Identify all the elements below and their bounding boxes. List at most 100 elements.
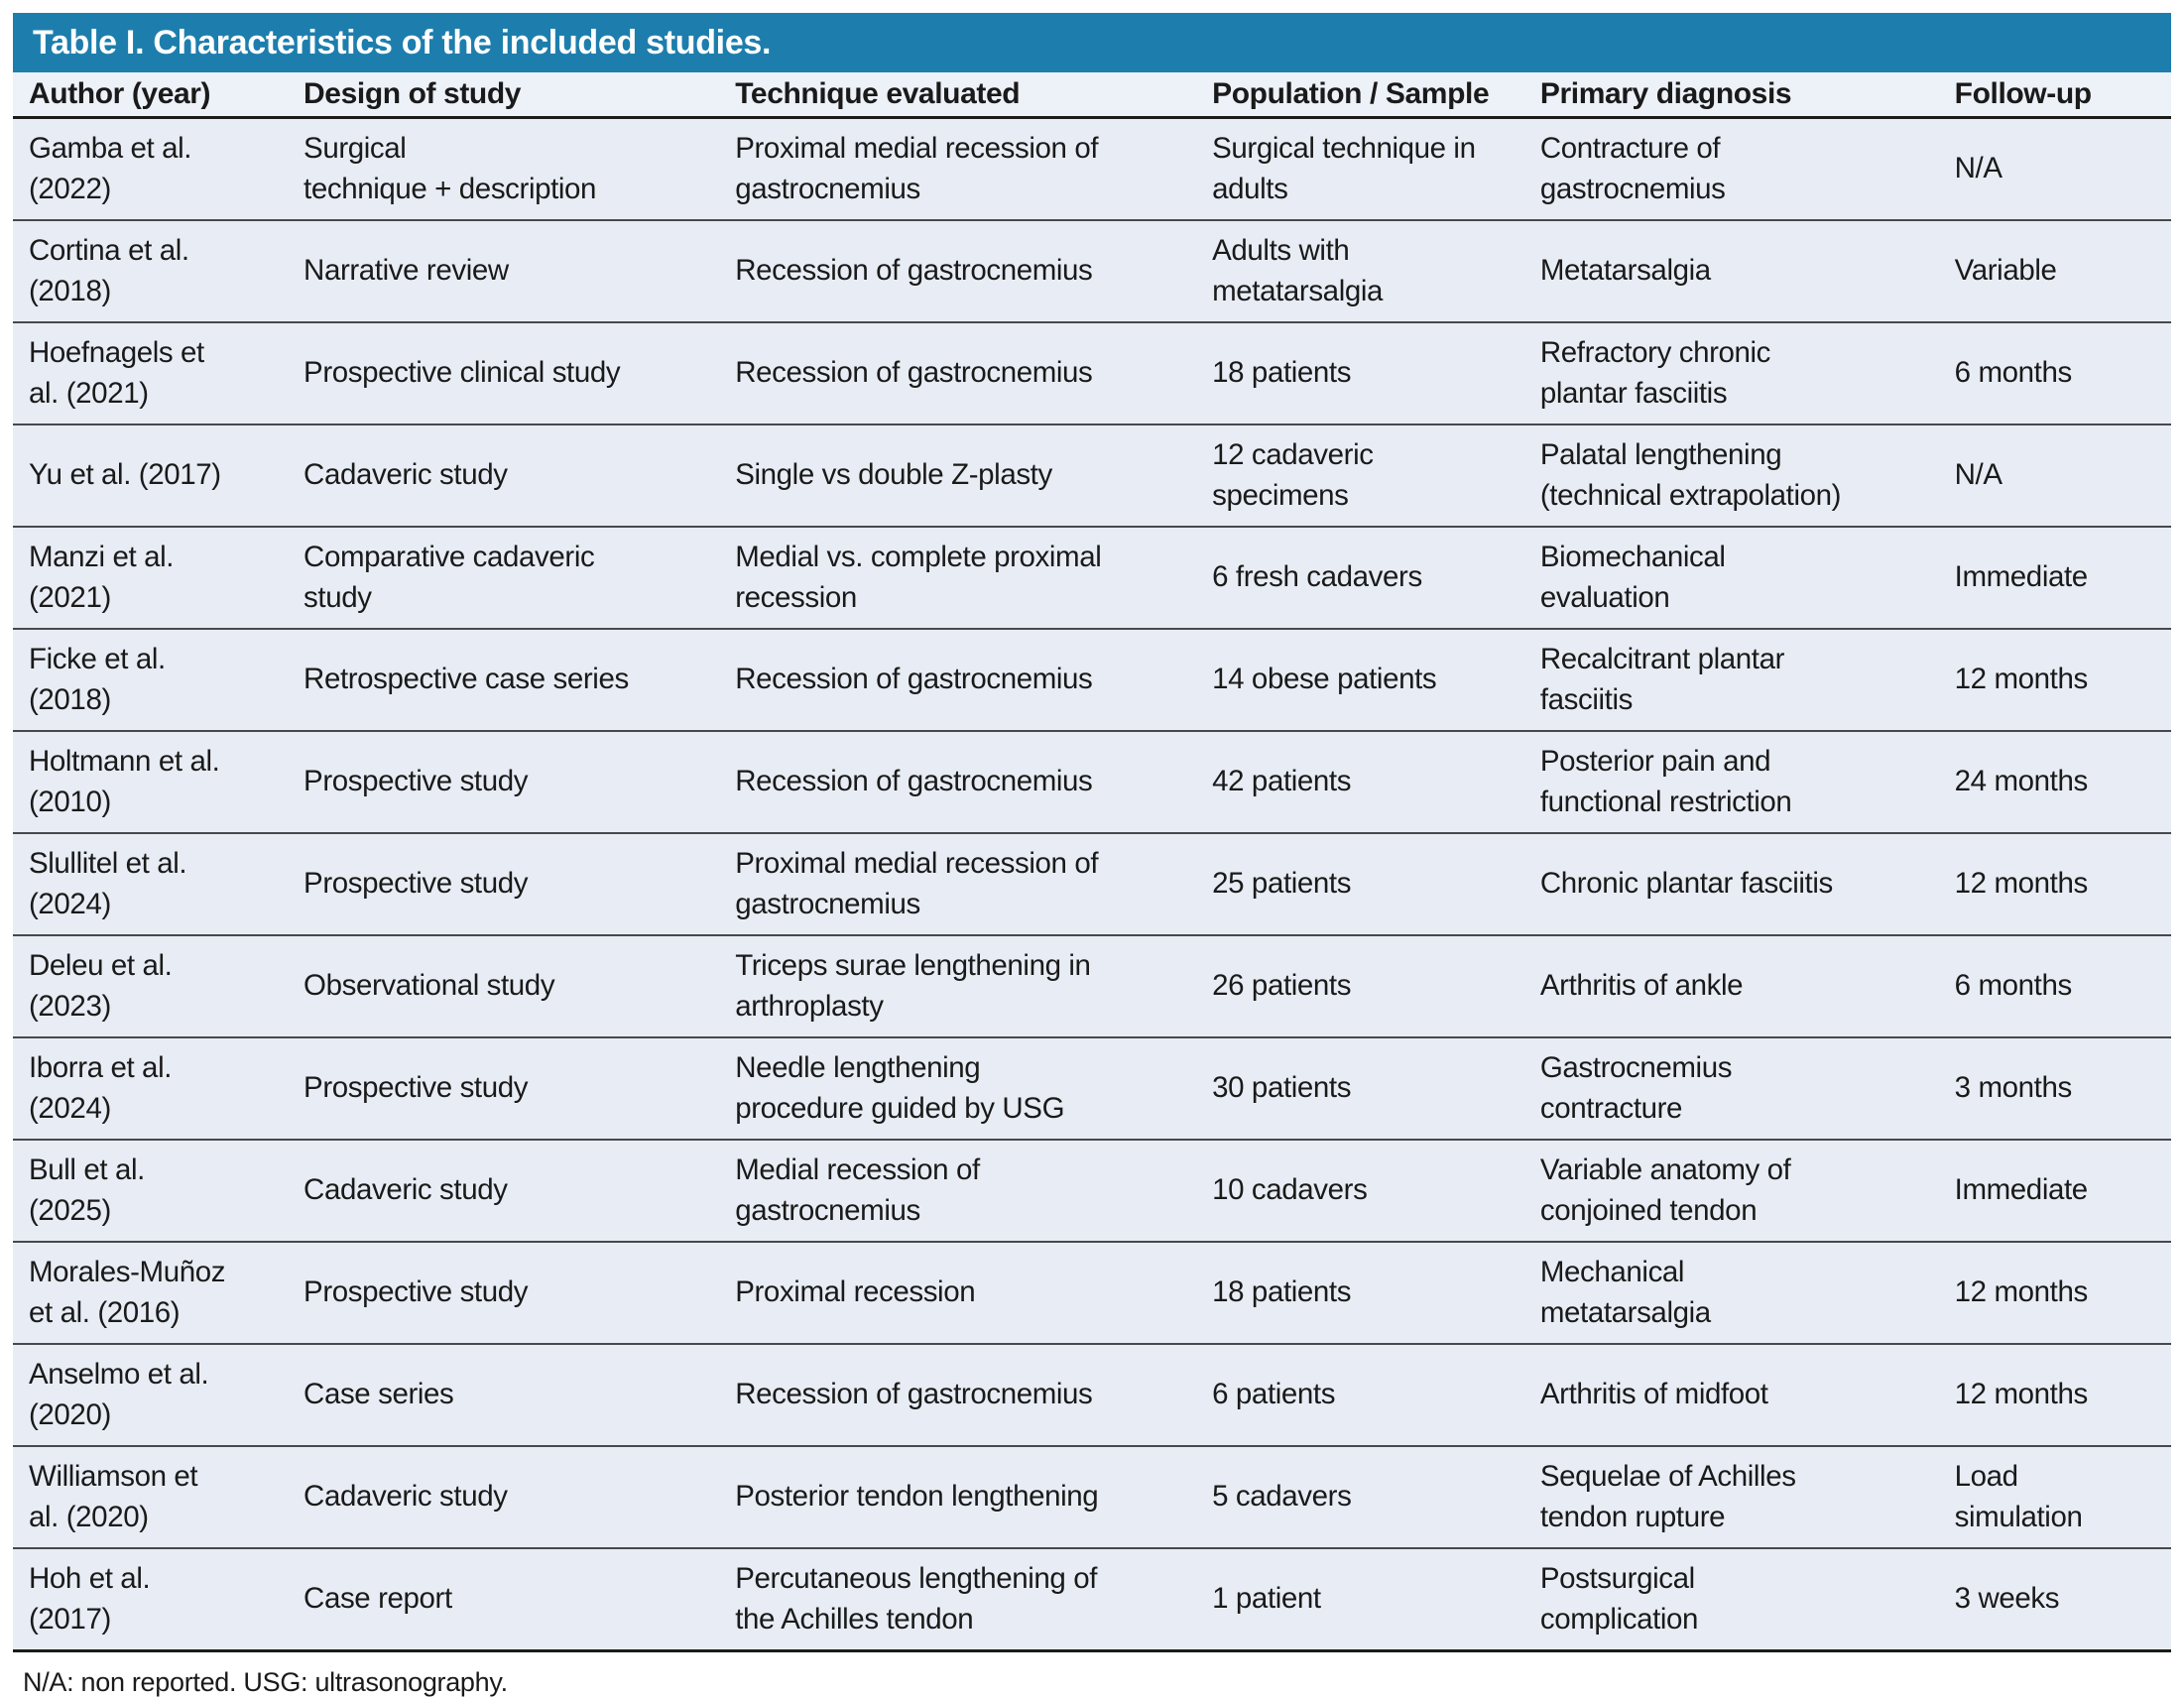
table-cell-diagnosis: Sequelae of Achilles tendon rupture [1531,1446,1947,1549]
table-cell-population: 26 patients [1204,935,1532,1038]
table-cell-technique: Proximal recession [727,1242,1205,1345]
table-row: Slullitel et al. (2024) Prospective study… [13,833,2171,936]
table-cell-design: Cadaveric study [296,1140,728,1243]
table-row: Manzi et al. (2021) Comparative cadaveric… [13,527,2171,630]
table-cell-author: Cortina et al. (2018) [13,220,297,323]
table-cell-diagnosis: Posterior pain and functional restrictio… [1531,731,1947,834]
table-cell-author: Hoefnagels et al. (2021) [13,322,297,425]
table-cell-diagnosis: Chronic plantar fasciitis [1531,833,1947,936]
table-cell-followup: N/A [1946,424,2171,528]
table-cell-design: Narrative review [296,220,728,323]
table-body: Gamba et al. (2022) Surgical technique + … [13,117,2171,1652]
table-cell-author: Bull et al. (2025) [13,1140,297,1243]
table-cell-technique: Medial recession of gastrocnemius [727,1140,1205,1243]
table-cell-technique: Needle lengthening procedure guided by U… [727,1037,1205,1141]
table-cell-technique: Recession of gastrocnemius [727,322,1205,425]
table-cell-design: Prospective clinical study [296,322,728,425]
table-row: Williamson et al. (2020) Cadaveric study P… [13,1446,2171,1549]
table-cell-population: Adults with metatarsalgia [1204,220,1532,323]
table-title: Table I. Characteristics of the included… [33,23,772,61]
table-cell-followup: N/A [1946,117,2171,221]
table-cell-design: Prospective study [296,1037,728,1141]
study-characteristics-table-wrap: Table I. Characteristics of the included… [13,13,2171,1698]
table-row: Hoh et al. (2017) Case report Percutaneous… [13,1548,2171,1652]
table-cell-population: 18 patients [1204,1242,1532,1345]
table-cell-followup: 12 months [1946,1242,2171,1345]
table-cell-design: Prospective study [296,731,728,834]
table-footnote: N/A: non reported. USG: ultrasonography. [23,1667,508,1697]
table-cell-author: Deleu et al. (2023) [13,935,297,1038]
table-cell-diagnosis: Contracture of gastrocnemius [1531,117,1947,221]
table-cell-technique: Recession of gastrocnemius [727,731,1205,834]
table-row: Morales-Muñoz et al. (2016) Prospective s… [13,1242,2171,1345]
table-cell-diagnosis: Palatal lengthening (technical extrapola… [1531,424,1947,528]
column-header-author: Author (year) [13,72,297,119]
table-cell-technique: Proximal medial recession of gastrocnemi… [727,117,1205,221]
table-cell-design: Retrospective case series [296,629,728,732]
table-row: Yu et al. (2017) Cadaveric study Single vs… [13,424,2171,528]
table-header-row: Author (year) Design of study Technique ev… [13,72,2171,119]
table-cell-technique: Triceps surae lengthening in arthroplast… [727,935,1205,1038]
table-cell-followup: 12 months [1946,1344,2171,1447]
table-cell-technique: Proximal medial recession of gastrocnemi… [727,833,1205,936]
table-cell-followup: Immediate [1946,527,2171,630]
table-row: Holtmann et al. (2010) Prospective study R… [13,731,2171,834]
table-row: Gamba et al. (2022) Surgical technique + … [13,117,2171,221]
table-row: Hoefnagels et al. (2021) Prospective clin… [13,322,2171,425]
table-cell-design: Surgical technique + description [296,117,728,221]
column-header-design: Design of study [296,72,728,119]
table-cell-followup: 24 months [1946,731,2171,834]
table-cell-author: Williamson et al. (2020) [13,1446,297,1549]
table-cell-population: 25 patients [1204,833,1532,936]
table-cell-diagnosis: Recalcitrant plantar fasciitis [1531,629,1947,732]
table-cell-design: Case series [296,1344,728,1447]
table-cell-design: Cadaveric study [296,424,728,528]
table-row: Cortina et al. (2018) Narrative review Rec… [13,220,2171,323]
table-cell-technique: Percutaneous lengthening of the Achilles… [727,1548,1205,1652]
table-cell-design: Cadaveric study [296,1446,728,1549]
table-row: Bull et al. (2025) Cadaveric study Medial … [13,1140,2171,1243]
table-cell-author: Holtmann et al. (2010) [13,731,297,834]
table-cell-population: 5 cadavers [1204,1446,1532,1549]
table-cell-author: Gamba et al. (2022) [13,117,297,221]
table-title-bar: Table I. Characteristics of the included… [13,13,2171,72]
table-cell-population: 30 patients [1204,1037,1532,1141]
table-cell-diagnosis: Arthritis of ankle [1531,935,1947,1038]
table-row: Deleu et al. (2023) Observational study Tr… [13,935,2171,1038]
studies-table: Author (year) Design of study Technique ev… [13,72,2171,1652]
table-cell-population: 42 patients [1204,731,1532,834]
table-cell-design: Prospective study [296,833,728,936]
table-cell-population: 6 patients [1204,1344,1532,1447]
table-cell-author: Iborra et al. (2024) [13,1037,297,1141]
table-cell-followup: 3 weeks [1946,1548,2171,1652]
table-cell-technique: Recession of gastrocnemius [727,629,1205,732]
table-cell-author: Morales-Muñoz et al. (2016) [13,1242,297,1345]
table-cell-followup: 12 months [1946,833,2171,936]
table-cell-population: 18 patients [1204,322,1532,425]
table-cell-followup: 12 months [1946,629,2171,732]
table-cell-design: Comparative cadaveric study [296,527,728,630]
table-cell-design: Observational study [296,935,728,1038]
table-cell-population: Surgical technique in adults [1204,117,1532,221]
table-cell-design: Case report [296,1548,728,1652]
table-row: Ficke et al. (2018) Retrospective case se… [13,629,2171,732]
table-cell-technique: Recession of gastrocnemius [727,220,1205,323]
column-header-followup: Follow-up [1946,72,2171,119]
table-cell-diagnosis: Gastrocnemius contracture [1531,1037,1947,1141]
table-cell-population: 10 cadavers [1204,1140,1532,1243]
table-row: Iborra et al. (2024) Prospective study Nee… [13,1037,2171,1141]
column-header-population: Population / Sample [1204,72,1532,119]
table-cell-diagnosis: Refractory chronic plantar fasciitis [1531,322,1947,425]
table-cell-population: 6 fresh cadavers [1204,527,1532,630]
table-cell-diagnosis: Arthritis of midfoot [1531,1344,1947,1447]
table-cell-diagnosis: Variable anatomy of conjoined tendon [1531,1140,1947,1243]
table-cell-population: 14 obese patients [1204,629,1532,732]
table-cell-followup: 6 months [1946,322,2171,425]
table-cell-author: Anselmo et al. (2020) [13,1344,297,1447]
table-cell-followup: Immediate [1946,1140,2171,1243]
table-cell-diagnosis: Postsurgical complication [1531,1548,1947,1652]
table-cell-followup: 3 months [1946,1037,2171,1141]
column-header-diagnosis: Primary diagnosis [1531,72,1947,119]
table-cell-design: Prospective study [296,1242,728,1345]
